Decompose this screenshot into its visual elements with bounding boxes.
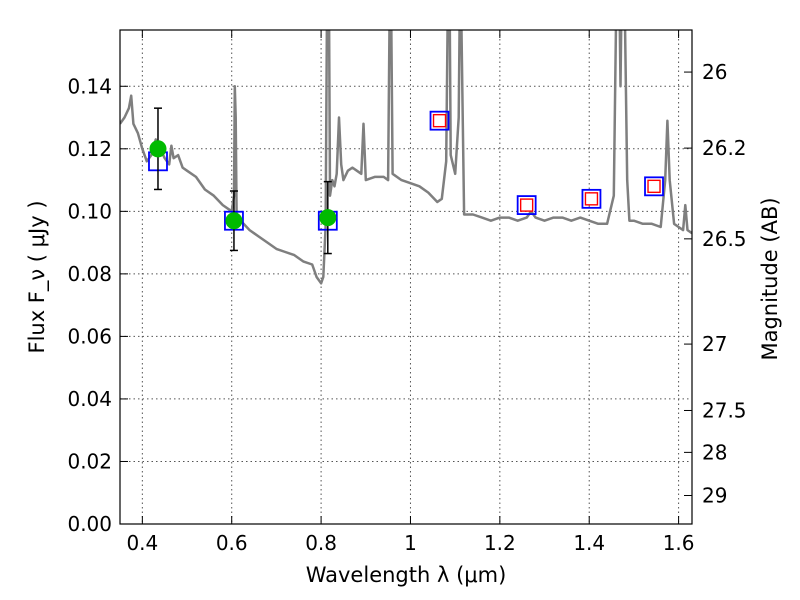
- y-tick-label: 0.02: [67, 449, 112, 473]
- x-tick-label: 0.4: [126, 531, 158, 555]
- right-tick-label: 27: [702, 332, 727, 356]
- y-tick-label: 0.12: [67, 137, 112, 161]
- x-tick-label: 0.8: [305, 531, 337, 555]
- y-axis-right: 26 26.2 26.5 27 27.5 28 29: [684, 60, 747, 507]
- observed-photometry-point: [225, 212, 243, 230]
- right-tick-label: 26.2: [702, 136, 747, 160]
- grid-lines: [120, 30, 692, 525]
- model-photometry-marker: [644, 176, 664, 197]
- y-tick-label: 0.10: [67, 199, 112, 223]
- model-photometry-marker: [581, 188, 602, 209]
- y-tick-label: 0.00: [67, 512, 112, 536]
- y-tick-label: 0.04: [67, 387, 112, 411]
- right-tick-label: 26: [702, 60, 727, 84]
- y-tick-label: 0.14: [67, 74, 112, 98]
- y-axis-title-left: Flux F_ν ( μJy ): [25, 200, 50, 353]
- x-tick-label: 1.6: [663, 531, 695, 555]
- x-tick-label: 0.6: [216, 531, 248, 555]
- y-tick-label: 0.08: [67, 262, 112, 286]
- x-tick-label: 1: [404, 531, 417, 555]
- right-tick-label: 29: [702, 483, 727, 507]
- series-layer: [120, 30, 692, 285]
- x-tick-label: 1.4: [573, 531, 605, 555]
- model-spectrum-line: [120, 30, 692, 285]
- upper-limit-marker: [519, 198, 534, 212]
- observed-photometry-point: [149, 140, 167, 158]
- upper-limit-marker: [584, 192, 599, 206]
- y-axis-left: 0.00 0.02 0.04 0.06 0.08 0.10 0.12 0.14: [67, 74, 128, 536]
- plot-frame: [119, 29, 693, 525]
- upper-limit-marker: [647, 179, 661, 194]
- model-photometry-marker: [429, 110, 450, 131]
- model-photometry-marker: [516, 195, 537, 215]
- y-axis-title-right: Magnitude (AB): [758, 197, 782, 360]
- right-tick-label: 28: [702, 440, 727, 464]
- x-tick-label: 1.2: [484, 531, 516, 555]
- observed-photometry-point: [319, 209, 337, 227]
- right-tick-label: 26.5: [702, 227, 747, 251]
- right-tick-label: 27.5: [702, 398, 747, 422]
- x-axis: 0.4 0.6 0.8 1 1.2 1.4 1.6: [126, 30, 695, 555]
- upper-limit-marker: [432, 113, 447, 128]
- x-axis-title: Wavelength λ (μm): [306, 563, 507, 587]
- y-tick-label: 0.06: [67, 324, 112, 348]
